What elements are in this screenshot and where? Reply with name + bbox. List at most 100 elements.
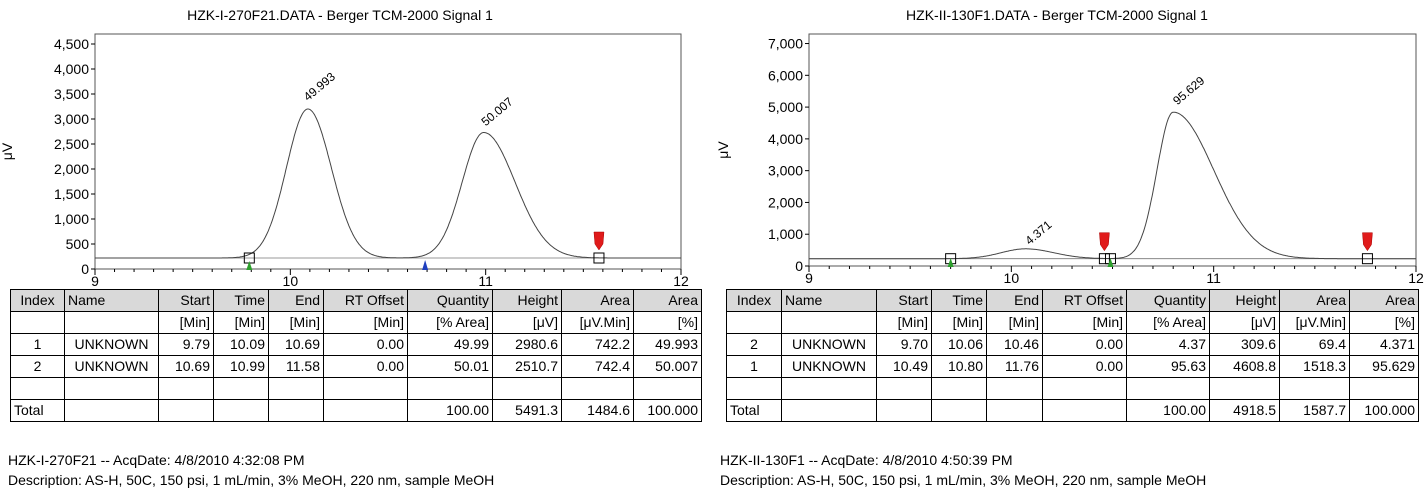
column-header: Height: [1209, 289, 1280, 312]
table-row: [Min] [Min] [Min] [Min] [% Area] [μV] [μV.Min]…: [726, 311, 1419, 334]
table-cell: [876, 377, 932, 400]
table-row-empty: [10, 377, 702, 400]
table-cell: 10.80: [931, 355, 987, 378]
table-cell: 2980.6: [492, 333, 562, 356]
total-cell: 100.000: [1349, 399, 1419, 422]
total-cell: [64, 399, 159, 422]
start-marker: [1107, 258, 1114, 267]
unit-cell: [Min]: [323, 311, 408, 334]
y-tick-label: 6,000: [768, 67, 803, 83]
table-cell: [931, 377, 987, 400]
x-tick-label: 11: [478, 273, 493, 289]
table-row: Index Name Start Time End RT Offset Quantity He…: [726, 289, 1419, 312]
peak-label: 4.371: [1022, 217, 1054, 247]
table-cell: 0.00: [1042, 333, 1127, 356]
x-tick-label: 12: [1408, 270, 1424, 286]
table-cell: 1: [10, 333, 65, 356]
table-cell: [1126, 377, 1210, 400]
column-header: Area: [633, 289, 702, 312]
unit-cell: [10, 311, 65, 334]
table-cell: [726, 377, 782, 400]
column-header: Quantity: [1126, 289, 1210, 312]
table-cell: UNKNOWN: [64, 355, 159, 378]
table-cell: 2510.7: [492, 355, 562, 378]
unit-cell: [Min]: [1042, 311, 1127, 334]
y-tick-label: 2,000: [768, 194, 803, 210]
unit-cell: [μV.Min]: [561, 311, 634, 334]
table-cell: 95.63: [1126, 355, 1210, 378]
y-tick-label: 1,000: [768, 226, 803, 242]
table-cell: 1: [726, 355, 782, 378]
end-marker: [593, 231, 605, 251]
column-header: RT Offset: [1042, 289, 1127, 312]
table-cell: [1279, 377, 1350, 400]
table-row: 2 UNKNOWN 9.70 10.06 10.46 0.00 4.37 309.6 69.4 4…: [726, 333, 1419, 356]
total-cell: 100.00: [1126, 399, 1210, 422]
y-tick-label: 1,000: [54, 211, 89, 227]
acquisition-info: HZK-I-270F21 -- AcqDate: 4/8/2010 4:32:0…: [8, 450, 494, 490]
unit-cell: [Min]: [931, 311, 987, 334]
column-header: Time: [931, 289, 987, 312]
total-cell: Total: [10, 399, 65, 422]
table-cell: 69.4: [1279, 333, 1350, 356]
peak-results-table: Index Name Start Time End RT Offset Quantity He…: [726, 289, 1419, 422]
end-marker: [1099, 232, 1110, 252]
table-cell: 309.6: [1209, 333, 1280, 356]
table-row: [Min] [Min] [Min] [Min] [% Area] [μV] [μV.Min]…: [10, 311, 702, 334]
x-tick-label: 9: [805, 270, 813, 286]
table-cell: 4.371: [1349, 333, 1419, 356]
y-tick-label: 0: [81, 261, 89, 277]
column-header: Height: [492, 289, 562, 312]
start-marker: [246, 261, 253, 270]
plot-frame: [94, 33, 682, 270]
unit-cell: [Min]: [876, 311, 932, 334]
peak-label: 95.629: [1170, 73, 1207, 108]
total-cell: 4918.5: [1209, 399, 1280, 422]
table-row: Total 100.00 5491.3 1484.6 100.000: [10, 399, 702, 422]
end-marker: [1362, 232, 1373, 252]
y-tick-label: 1,500: [54, 186, 89, 202]
table-cell: 1518.3: [1279, 355, 1350, 378]
plot-frame: [808, 33, 1417, 267]
total-cell: 1484.6: [561, 399, 634, 422]
acq-date-line: HZK-I-270F21 -- AcqDate: 4/8/2010 4:32:0…: [8, 452, 305, 468]
y-tick-label: 500: [66, 236, 90, 252]
table-cell: 49.993: [633, 333, 702, 356]
x-tick-label: 12: [673, 273, 689, 289]
chart-title: HZK-II-130F1.DATA - Berger TCM-2000 Sign…: [906, 7, 1208, 23]
y-axis-label: μV: [715, 141, 731, 159]
table-cell: 4608.8: [1209, 355, 1280, 378]
total-cell: [1042, 399, 1127, 422]
table-cell: 0.00: [1042, 355, 1127, 378]
table-cell: [268, 377, 324, 400]
table-cell: [561, 377, 634, 400]
table-cell: [492, 377, 562, 400]
total-cell: [986, 399, 1043, 422]
table-cell: 9.79: [158, 333, 214, 356]
column-header: Time: [213, 289, 269, 312]
total-cell: 100.000: [633, 399, 702, 422]
total-cell: 1587.7: [1279, 399, 1350, 422]
total-cell: [876, 399, 932, 422]
column-header: Start: [876, 289, 932, 312]
x-tick-label: 10: [1004, 270, 1020, 286]
table-cell: [633, 377, 702, 400]
column-header: Name: [64, 289, 159, 312]
unit-cell: [%]: [1349, 311, 1419, 334]
table-cell: [1349, 377, 1419, 400]
table-cell: 10.99: [213, 355, 269, 378]
unit-cell: [Min]: [158, 311, 214, 334]
unit-cell: [μV.Min]: [1279, 311, 1350, 334]
chromatogram-chart: HZK-I-270F21.DATA - Berger TCM-2000 Sign…: [0, 7, 689, 289]
column-header: Quantity: [407, 289, 493, 312]
table-cell: 50.01: [407, 355, 493, 378]
unit-cell: [Min]: [986, 311, 1043, 334]
peak-label: 50.007: [479, 94, 516, 129]
table-cell: 2: [726, 333, 782, 356]
y-tick-label: 4,000: [54, 61, 89, 77]
table-cell: 10.06: [931, 333, 987, 356]
table-cell: UNKNOWN: [64, 333, 159, 356]
table-cell: 0.00: [323, 355, 408, 378]
y-tick-label: 4,500: [54, 36, 89, 52]
description-line: Description: AS-H, 50C, 150 psi, 1 mL/mi…: [720, 472, 1207, 488]
